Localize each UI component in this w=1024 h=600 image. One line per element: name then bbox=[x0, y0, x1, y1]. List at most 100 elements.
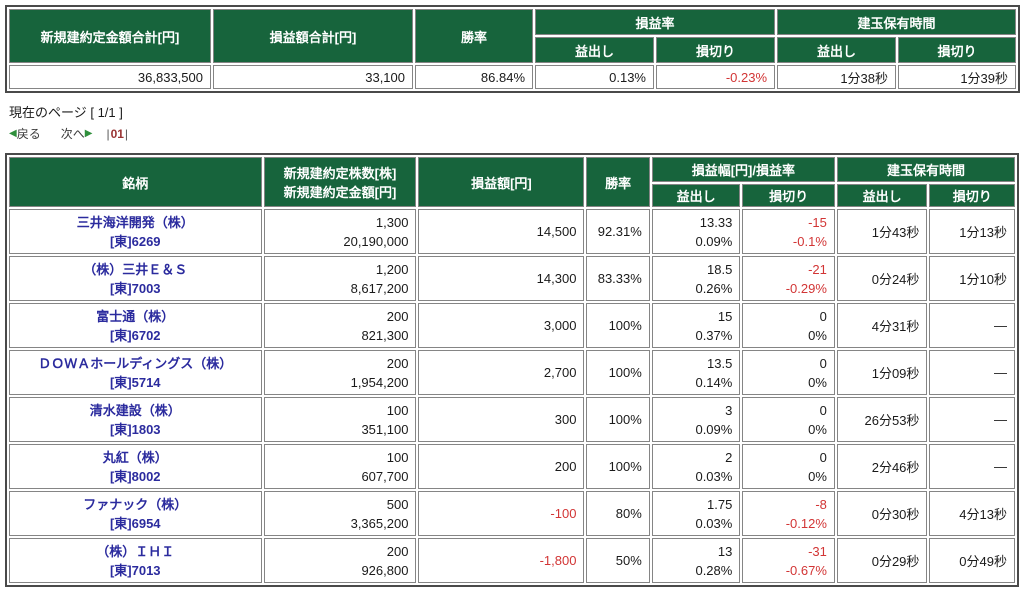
amount-value: 3,365,200 bbox=[350, 515, 409, 531]
loss-width-value: 0 bbox=[819, 355, 827, 371]
stock-cell: 富士通（株） [東]6702 bbox=[9, 303, 262, 348]
stock-cell: 三井海洋開発（株） [東]6269 bbox=[9, 209, 262, 254]
loss-rate-value: 0% bbox=[808, 327, 827, 343]
stock-code[interactable]: [東]7003 bbox=[109, 280, 161, 296]
stock-name[interactable]: 清水建設（株） bbox=[89, 402, 181, 418]
amount-value: 926,800 bbox=[361, 562, 409, 578]
next-button[interactable]: 次へ▶ bbox=[61, 125, 93, 142]
loss-width-value: -21 bbox=[808, 261, 827, 277]
profit-width-cell: 15 0.37% bbox=[651, 303, 741, 348]
stock-name[interactable]: （株）ＩＨＩ bbox=[96, 543, 175, 559]
pl-amount-cell: 2,700 bbox=[418, 350, 585, 395]
stock-cell: ＤＯＷＡホールディングス（株） [東]5714 bbox=[9, 350, 262, 395]
stock-code[interactable]: [東]7013 bbox=[109, 562, 161, 578]
pl-amount-cell: 14,300 bbox=[418, 256, 585, 301]
summary-row: 36,833,500 33,100 86.84% 0.13% -0.23% 1分… bbox=[9, 65, 1017, 89]
profit-time-cell: 0分29秒 bbox=[836, 538, 928, 583]
loss-width-cell: -31 -0.67% bbox=[742, 538, 835, 583]
back-button-label: 戻る bbox=[16, 127, 41, 141]
table-row: ＤＯＷＡホールディングス（株） [東]5714 200 1,954,200 2,… bbox=[9, 350, 1015, 395]
stock-code[interactable]: [東]5714 bbox=[109, 374, 161, 390]
loss-width-cell: 0 0% bbox=[742, 350, 835, 395]
profit-width-cell: 3 0.09% bbox=[651, 397, 741, 442]
detail-table: 銘柄 新規建約定株数[株] 新規建約定金額[円] 損益額[円] 勝率 損益幅[円… bbox=[5, 153, 1019, 587]
loss-width-cell: -21 -0.29% bbox=[742, 256, 835, 301]
profit-width-cell: 1.75 0.03% bbox=[651, 491, 741, 536]
summary-pl-rate-profit: 0.13% bbox=[535, 65, 654, 89]
shares-value: 200 bbox=[386, 355, 409, 371]
stock-name[interactable]: （株）三井Ｅ＆Ｓ bbox=[83, 261, 188, 277]
next-button-label: 次へ bbox=[60, 127, 85, 141]
header-loss-cut: 損切り bbox=[929, 184, 1015, 207]
stock-code[interactable]: [東]1803 bbox=[109, 421, 161, 437]
stock-name[interactable]: ファナック（株） bbox=[83, 496, 188, 512]
profit-time-cell: 1分09秒 bbox=[836, 350, 928, 395]
loss-width-value: -15 bbox=[808, 214, 827, 230]
profit-width-value: 18.5 bbox=[707, 261, 733, 277]
stock-name[interactable]: 三井海洋開発（株） bbox=[76, 214, 194, 230]
header-holding-time-group: 建玉保有時間 bbox=[777, 9, 1017, 35]
stock-code[interactable]: [東]8002 bbox=[109, 468, 161, 484]
loss-time-cell: ― bbox=[929, 350, 1015, 395]
win-rate-cell: 100% bbox=[586, 444, 650, 489]
profit-time-cell: 4分31秒 bbox=[836, 303, 928, 348]
profit-rate-value: 0.26% bbox=[695, 280, 733, 296]
table-row: 富士通（株） [東]6702 200 821,300 3,000 100% 15… bbox=[9, 303, 1015, 348]
detail-table-body: 三井海洋開発（株） [東]6269 1,300 20,190,000 14,50… bbox=[9, 209, 1015, 583]
stock-cell: 清水建設（株） [東]1803 bbox=[9, 397, 262, 442]
stock-code[interactable]: [東]6954 bbox=[109, 515, 161, 531]
summary-win-rate: 86.84% bbox=[415, 65, 533, 89]
page-number[interactable]: 01 bbox=[110, 126, 124, 141]
profit-time-cell: 0分24秒 bbox=[836, 256, 928, 301]
profit-width-value: 13.5 bbox=[707, 355, 733, 371]
loss-rate-value: 0% bbox=[808, 468, 827, 484]
profit-rate-value: 0.09% bbox=[695, 421, 733, 437]
profit-width-cell: 13 0.28% bbox=[651, 538, 741, 583]
header-shares-line2: 新規建約定金額[円] bbox=[283, 185, 397, 200]
shares-value: 1,200 bbox=[375, 261, 409, 277]
profit-time-cell: 26分53秒 bbox=[836, 397, 928, 442]
shares-value: 200 bbox=[386, 543, 409, 559]
back-button[interactable]: ◀戻る bbox=[9, 125, 41, 142]
win-rate-cell: 100% bbox=[586, 397, 650, 442]
stock-name[interactable]: 富士通（株） bbox=[96, 308, 175, 324]
loss-time-cell: 0分49秒 bbox=[929, 538, 1015, 583]
stock-code[interactable]: [東]6702 bbox=[109, 327, 161, 343]
summary-table: 新規建約定金額合計[円] 損益額合計[円] 勝率 損益率 建玉保有時間 益出し … bbox=[5, 5, 1021, 93]
header-shares-amount: 新規建約定株数[株] 新規建約定金額[円] bbox=[263, 157, 417, 207]
loss-time-cell: 1分10秒 bbox=[929, 256, 1015, 301]
loss-rate-value: 0% bbox=[808, 374, 827, 390]
profit-width-cell: 13.5 0.14% bbox=[651, 350, 741, 395]
profit-time-cell: 2分46秒 bbox=[836, 444, 928, 489]
table-row: 三井海洋開発（株） [東]6269 1,300 20,190,000 14,50… bbox=[9, 209, 1015, 254]
shares-value: 200 bbox=[386, 308, 409, 324]
current-page-label: 現在のページ [ 1/1 ] bbox=[9, 105, 123, 120]
profit-rate-value: 0.03% bbox=[695, 468, 733, 484]
table-row: ファナック（株） [東]6954 500 3,365,200 -100 80% … bbox=[9, 491, 1015, 536]
stock-name[interactable]: 丸紅（株） bbox=[102, 449, 168, 465]
loss-time-cell: ― bbox=[929, 397, 1015, 442]
pl-amount-cell: -100 bbox=[418, 491, 585, 536]
loss-time-cell: ― bbox=[929, 444, 1015, 489]
pagination: ◀戻る 次へ▶ |01| bbox=[9, 125, 1019, 142]
profit-width-value: 15 bbox=[717, 308, 733, 324]
profit-width-value: 1.75 bbox=[707, 496, 733, 512]
amount-value: 821,300 bbox=[361, 327, 409, 343]
table-row: （株）三井Ｅ＆Ｓ [東]7003 1,200 8,617,200 14,300 … bbox=[9, 256, 1015, 301]
loss-rate-value: -0.67% bbox=[785, 562, 827, 578]
win-rate-cell: 100% bbox=[586, 303, 650, 348]
profit-rate-value: 0.09% bbox=[695, 233, 733, 249]
profit-rate-value: 0.14% bbox=[695, 374, 733, 390]
pl-amount-cell: 200 bbox=[418, 444, 585, 489]
header-holding-time-group: 建玉保有時間 bbox=[836, 157, 1015, 182]
win-rate-cell: 80% bbox=[586, 491, 650, 536]
loss-width-cell: 0 0% bbox=[742, 444, 835, 489]
header-pl-amount: 損益額[円] bbox=[418, 157, 585, 207]
pl-amount-cell: 14,500 bbox=[418, 209, 585, 254]
page: 新規建約定金額合計[円] 損益額合計[円] 勝率 損益率 建玉保有時間 益出し … bbox=[5, 5, 1021, 587]
stock-name[interactable]: ＤＯＷＡホールディングス（株） bbox=[38, 355, 233, 371]
stock-code[interactable]: [東]6269 bbox=[109, 233, 161, 249]
loss-width-value: 0 bbox=[819, 308, 827, 324]
header-win-rate: 勝率 bbox=[415, 9, 533, 63]
pl-amount-cell: 3,000 bbox=[418, 303, 585, 348]
